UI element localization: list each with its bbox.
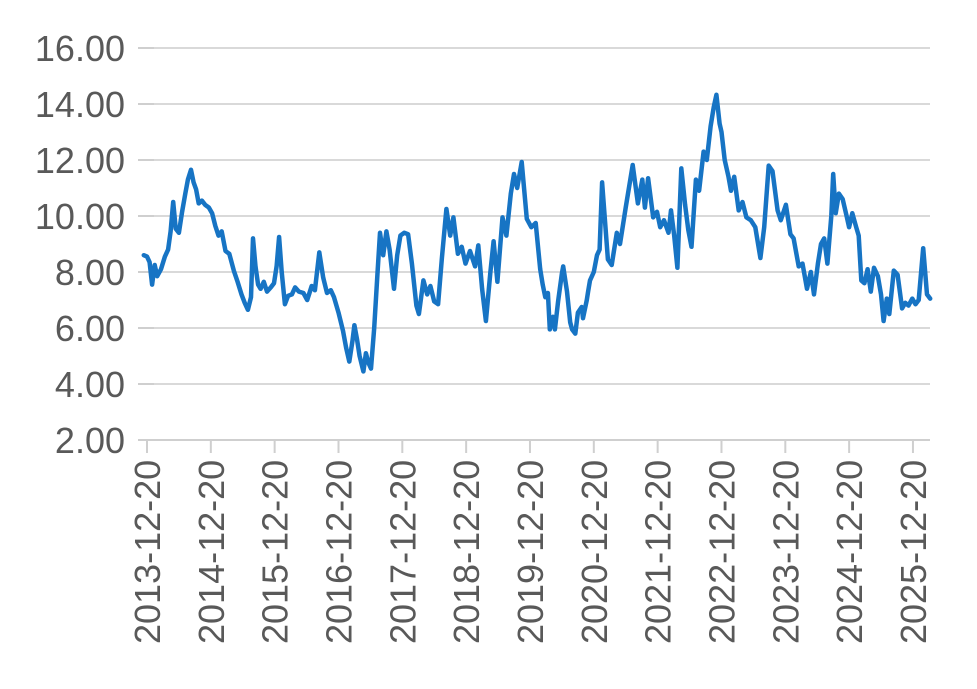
x-tick-label: 2025-12-20 — [893, 460, 934, 644]
y-tick-label: 6.00 — [55, 308, 125, 349]
y-tick-label: 8.00 — [55, 252, 125, 293]
x-tick-label: 2020-12-20 — [574, 460, 615, 644]
y-tick-label: 2.00 — [55, 420, 125, 461]
y-tick-label: 14.00 — [35, 84, 125, 125]
series-line — [141, 92, 933, 374]
y-tick-label: 12.00 — [35, 140, 125, 181]
x-tick-label: 2021-12-20 — [638, 460, 679, 644]
x-tick-label: 2022-12-20 — [701, 460, 742, 644]
x-tick-label: 2018-12-20 — [446, 460, 487, 644]
x-tick-label: 2024-12-20 — [829, 460, 870, 644]
y-tick-label: 16.00 — [35, 28, 125, 69]
x-tick-label: 2017-12-20 — [382, 460, 423, 644]
x-tick-label: 2013-12-20 — [127, 460, 168, 644]
x-tick-label: 2015-12-20 — [255, 460, 296, 644]
x-tick-label: 2014-12-20 — [191, 460, 232, 644]
x-tick-label: 2019-12-20 — [510, 460, 551, 644]
y-tick-label: 4.00 — [55, 364, 125, 405]
x-tick-label: 2023-12-20 — [765, 460, 806, 644]
x-tick-label: 2016-12-20 — [318, 460, 359, 644]
y-tick-label: 10.00 — [35, 196, 125, 237]
